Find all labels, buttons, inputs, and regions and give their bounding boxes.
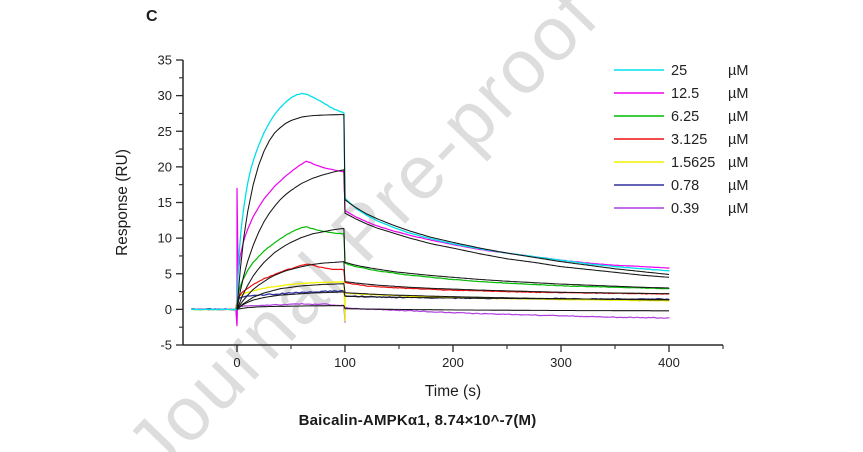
y-tick-label: 15 — [158, 195, 172, 210]
legend-value-12.5: 12.5 — [671, 86, 699, 102]
legend-value-0.39: 0.39 — [671, 201, 699, 217]
legend-unit-25: µM — [728, 63, 748, 79]
fit-line-0.78uM — [236, 291, 669, 310]
legend-unit-12.5: µM — [728, 86, 748, 102]
series-line-6.25uM — [191, 226, 670, 311]
y-tick-label: 0 — [165, 302, 172, 317]
legend-value-3.125: 3.125 — [671, 132, 707, 148]
fit-line-6.25uM — [236, 227, 670, 310]
series-line-3.125uM — [191, 263, 670, 311]
y-axis-title: Response (RU) — [114, 149, 131, 256]
series-line-0.39uM — [191, 303, 670, 325]
y-tick-label: 10 — [158, 231, 172, 246]
fit-line-0.39uM — [236, 305, 669, 312]
y-tick-label: -5 — [160, 338, 172, 353]
legend-value-0.78: 0.78 — [671, 178, 699, 194]
y-tick-label: 30 — [158, 88, 172, 103]
x-tick-label: 0 — [233, 355, 240, 370]
x-tick-label: 200 — [442, 355, 464, 370]
fit-line-12.5uM — [236, 169, 670, 310]
legend-value-1.5625: 1.5625 — [671, 155, 715, 171]
legend-unit-0.39: µM — [728, 201, 748, 217]
legend-unit-0.78: µM — [728, 178, 748, 194]
legend-unit-6.25: µM — [728, 109, 748, 125]
fit-line-3.125uM — [236, 261, 669, 310]
legend-value-25: 25 — [671, 63, 687, 79]
series-line-12.5uM — [191, 160, 670, 327]
x-tick-label: 100 — [334, 355, 356, 370]
y-tick-label: 20 — [158, 159, 172, 174]
y-tick-label: 25 — [158, 124, 172, 139]
y-tick-label: 5 — [165, 266, 172, 281]
x-tick-label: 300 — [550, 355, 572, 370]
x-axis-title: Time (s) — [425, 383, 481, 400]
legend-value-6.25: 6.25 — [671, 109, 699, 125]
series-line-1.5625uM — [190, 281, 670, 322]
legend-unit-1.5625: µM — [728, 155, 748, 171]
figure-caption: Baicalin-AMPKα1, 8.74×10^-7(M) — [298, 412, 537, 429]
fit-line-25uM — [236, 113, 670, 310]
x-tick-label: 400 — [658, 355, 680, 370]
legend-unit-3.125: µM — [728, 132, 748, 148]
panel-label: C — [146, 8, 158, 25]
y-tick-label: 35 — [158, 53, 172, 68]
series-line-25uM — [190, 92, 670, 311]
